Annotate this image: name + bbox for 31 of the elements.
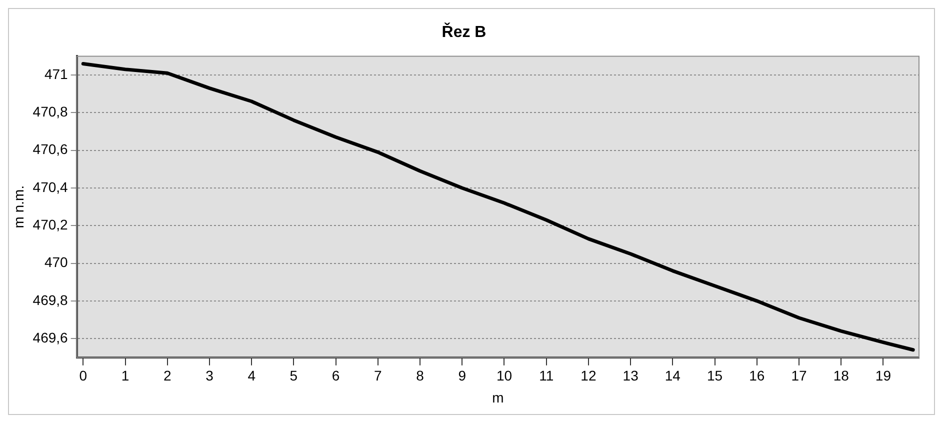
x-tick-label: 14 [664, 368, 681, 384]
x-tick-label: 17 [791, 368, 807, 384]
x-tick-label: 8 [416, 368, 424, 384]
x-tick-label: 5 [290, 368, 298, 384]
x-tick-label: 9 [458, 368, 466, 384]
x-tick-label: 11 [539, 368, 554, 384]
x-tick-label: 12 [580, 368, 596, 384]
y-axis-title: m n.m. [10, 185, 26, 228]
y-tick-label: 471 [44, 66, 68, 82]
x-tick-label: 3 [206, 368, 214, 384]
x-tick-label: 16 [749, 368, 765, 384]
x-tick-label: 1 [121, 368, 130, 384]
x-tick-label: 2 [163, 368, 172, 384]
x-tick-label: 7 [374, 368, 382, 384]
x-tick-label: 0 [79, 368, 88, 384]
x-tick-label: 6 [332, 368, 340, 384]
y-tick-label: 470,6 [32, 141, 68, 158]
chart-title: Řez B [442, 22, 486, 42]
y-tick-label: 469,6 [32, 329, 68, 346]
x-tick-label: 19 [875, 368, 892, 384]
y-tick-label: 470,4 [32, 178, 68, 195]
x-axis-title: m [492, 389, 504, 406]
y-tick-label: 470,2 [32, 216, 68, 232]
y-tick-label: 470,8 [32, 104, 68, 120]
x-tick-label: 18 [833, 368, 850, 384]
x-tick-label: 10 [496, 368, 512, 384]
y-tick-label: 469,8 [32, 292, 68, 308]
x-tick-label: 4 [248, 368, 256, 384]
x-tick-label: 15 [706, 368, 723, 384]
x-tick-label: 13 [622, 368, 639, 384]
y-tick-label: 470 [44, 254, 68, 270]
